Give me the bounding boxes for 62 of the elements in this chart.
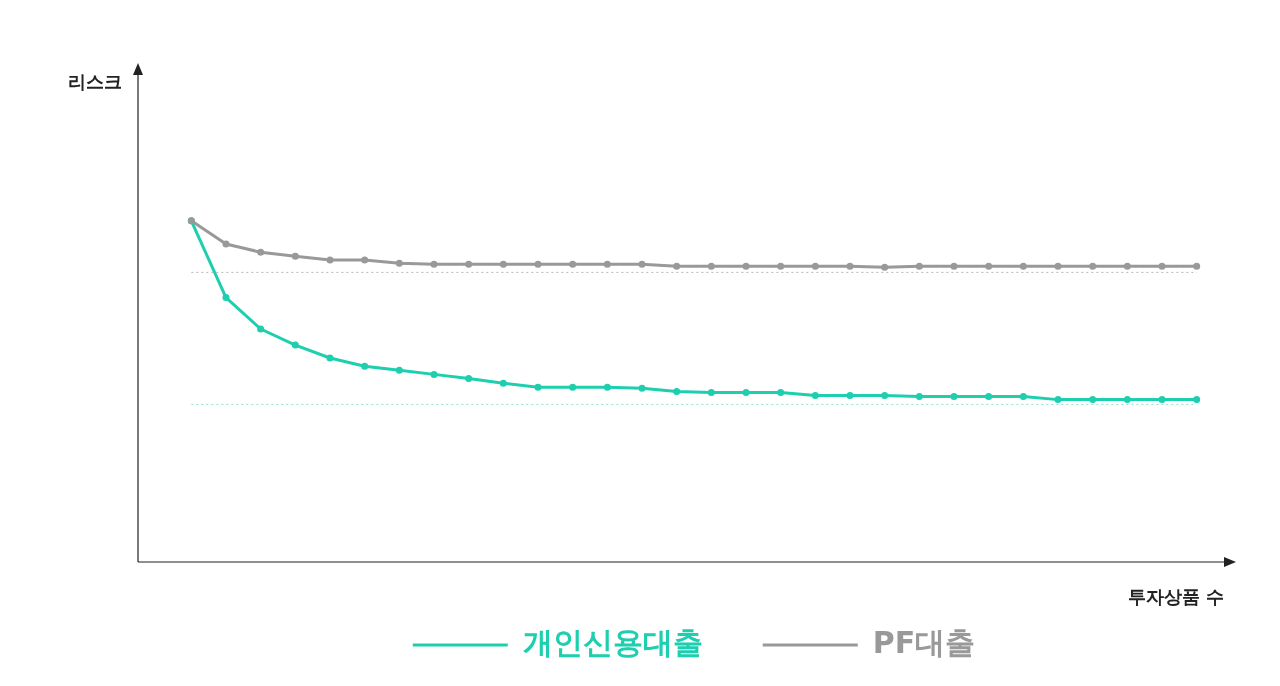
point: [222, 294, 230, 302]
point: [1193, 262, 1201, 270]
point: [985, 262, 993, 270]
point: [1089, 262, 1097, 270]
point: [222, 240, 230, 248]
point: [499, 260, 507, 268]
point: [1193, 396, 1201, 404]
point: [291, 341, 299, 349]
point: [1158, 262, 1166, 270]
point: [603, 260, 611, 268]
point: [950, 393, 958, 401]
point: [257, 248, 265, 256]
point: [673, 262, 681, 270]
point: [915, 393, 923, 401]
point: [534, 260, 542, 268]
point: [465, 374, 473, 382]
point: [915, 262, 923, 270]
point: [395, 259, 403, 267]
point: [673, 387, 681, 395]
legend-label: 개인신용대출: [522, 624, 703, 660]
point: [569, 383, 577, 391]
point: [534, 383, 542, 391]
point: [430, 370, 438, 378]
point: [777, 262, 785, 270]
point: [499, 379, 507, 387]
point: [881, 392, 889, 400]
point: [1158, 396, 1166, 404]
legend-label: PF대출: [872, 624, 976, 660]
point: [361, 362, 369, 370]
point: [707, 262, 715, 270]
point: [1054, 262, 1062, 270]
point: [811, 392, 819, 400]
point: [742, 262, 750, 270]
point: [465, 260, 473, 268]
point: [1019, 393, 1027, 401]
point: [811, 262, 819, 270]
point: [361, 256, 369, 264]
point: [395, 366, 403, 374]
point: [1089, 396, 1097, 404]
point: [846, 262, 854, 270]
point: [569, 260, 577, 268]
point: [326, 354, 334, 362]
point: [326, 256, 334, 264]
point: [985, 393, 993, 401]
point: [257, 325, 265, 333]
point: [291, 252, 299, 260]
point: [846, 392, 854, 400]
point: [950, 262, 958, 270]
text: 리스크: [68, 70, 122, 92]
point: [1054, 396, 1062, 404]
point: [603, 383, 611, 391]
point: [881, 263, 889, 271]
x-axis-title: 투자상품 수: [1127, 585, 1224, 607]
point: [1123, 262, 1131, 270]
point: [1019, 262, 1027, 270]
point: [430, 260, 438, 268]
point: [777, 388, 785, 396]
point: [707, 388, 715, 396]
point: [638, 260, 646, 268]
point: [742, 388, 750, 396]
point: [638, 384, 646, 392]
point: [1123, 396, 1131, 404]
